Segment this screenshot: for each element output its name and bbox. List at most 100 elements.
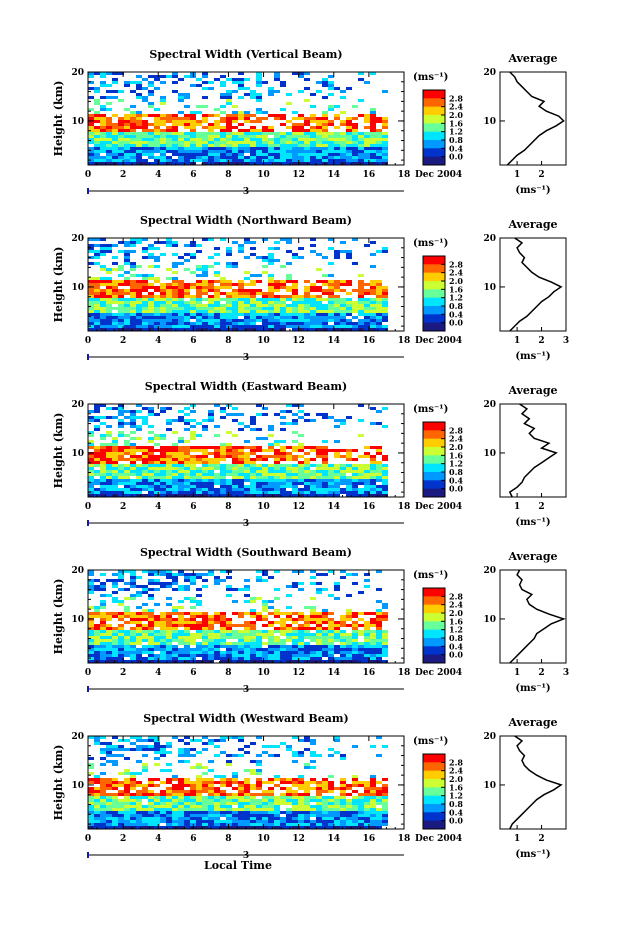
heatmap-cell [166, 298, 172, 301]
heatmap-cell [220, 298, 226, 301]
heatmap-cell [130, 156, 136, 159]
heatmap-cell [184, 476, 190, 479]
heatmap-cell [340, 630, 346, 633]
heatmap-cell [232, 823, 238, 826]
heatmap-cell [244, 132, 250, 135]
heatmap-cell [238, 823, 244, 826]
heatmap-cell [184, 286, 190, 289]
heatmap-cell [118, 283, 124, 286]
heatmap-cell [370, 147, 376, 150]
heatmap-cell [364, 114, 370, 117]
y-axis-label: Height (km) [52, 81, 65, 157]
heatmap-cell [250, 814, 256, 817]
heatmap-cell [154, 476, 160, 479]
heatmap-cell [256, 301, 262, 304]
day-marker-label: 3 [243, 187, 249, 197]
heatmap-cell [292, 150, 298, 153]
heatmap-cell [184, 808, 190, 811]
heatmap-cell [172, 295, 178, 298]
heatmap-cell [214, 150, 220, 153]
heatmap-cell [130, 808, 136, 811]
heatmap-cell [256, 805, 262, 808]
heatmap-cell [286, 485, 292, 488]
heatmap-cell [160, 147, 166, 150]
heatmap-cell [280, 123, 286, 126]
heatmap-cell [352, 476, 358, 479]
heatmap-cell [364, 476, 370, 479]
heatmap-cell [208, 319, 214, 322]
heatmap-cell [154, 277, 160, 280]
heatmap-cell [298, 138, 304, 141]
colorbar-swatch [423, 447, 445, 456]
heatmap-cell [346, 805, 352, 808]
x-tick-label: 2 [120, 336, 126, 346]
heatmap-cell [220, 633, 226, 636]
heatmap-cell [250, 823, 256, 826]
heatmap-cell [172, 820, 178, 823]
heatmap-cell [196, 150, 202, 153]
heatmap-cell [244, 476, 250, 479]
heatmap-cell [124, 642, 130, 645]
heatmap-cell [346, 147, 352, 150]
heatmap-cell [310, 654, 316, 657]
heatmap-cell [118, 120, 124, 123]
heatmap [88, 72, 388, 165]
heatmap-cell [340, 280, 346, 283]
heatmap-cell [130, 81, 136, 84]
heatmap-cell [352, 117, 358, 120]
heatmap-cell [226, 576, 232, 579]
heatmap-cell [130, 579, 136, 582]
heatmap-cell [154, 633, 160, 636]
heatmap-cell [142, 99, 148, 102]
heatmap-cell [94, 491, 100, 494]
heatmap-cell [304, 280, 310, 283]
heatmap-cell [172, 808, 178, 811]
heatmap-cell [286, 325, 292, 328]
heatmap-cell [196, 588, 202, 591]
heatmap-cell [256, 96, 262, 99]
heatmap-cell [178, 147, 184, 150]
heatmap-cell [328, 120, 334, 123]
heatmap-cell [178, 473, 184, 476]
heatmap-cell [370, 319, 376, 322]
heatmap-cell [184, 645, 190, 648]
heatmap-cell [358, 654, 364, 657]
heatmap-cell [172, 612, 178, 615]
heatmap-cell [256, 576, 262, 579]
heatmap-cell [154, 138, 160, 141]
heatmap-cell [166, 449, 172, 452]
heatmap-cell [280, 156, 286, 159]
heatmap-cell [340, 313, 346, 316]
heatmap-cell [334, 651, 340, 654]
heatmap-cell [322, 648, 328, 651]
heatmap-cell [136, 817, 142, 820]
heatmap-cell [370, 325, 376, 328]
heatmap-cell [346, 799, 352, 802]
heatmap-cell [166, 802, 172, 805]
heatmap-cell [286, 147, 292, 150]
heatmap-cell [172, 325, 178, 328]
heatmap-cell [280, 138, 286, 141]
heatmap-cell [100, 585, 106, 588]
heatmap-cell [334, 301, 340, 304]
heatmap-cell [124, 588, 130, 591]
heatmap-cell [142, 313, 148, 316]
heatmap-cell [208, 491, 214, 494]
heatmap-cell [256, 455, 262, 458]
heatmap-cell [364, 817, 370, 820]
heatmap-cell [190, 132, 196, 135]
heatmap-cell [352, 642, 358, 645]
heatmap-cell [130, 304, 136, 307]
heatmap-cell [136, 464, 142, 467]
heatmap-cell [220, 117, 226, 120]
heatmap-cell [376, 120, 382, 123]
heatmap-cell [172, 443, 178, 446]
heatmap-cell [124, 241, 130, 244]
heatmap-cell [196, 286, 202, 289]
x-tick-label: 6 [190, 502, 196, 512]
heatmap-cell [262, 470, 268, 473]
heatmap-cell [232, 446, 238, 449]
heatmap-cell [118, 135, 124, 138]
heatmap-cell [316, 132, 322, 135]
heatmap-cell [262, 132, 268, 135]
